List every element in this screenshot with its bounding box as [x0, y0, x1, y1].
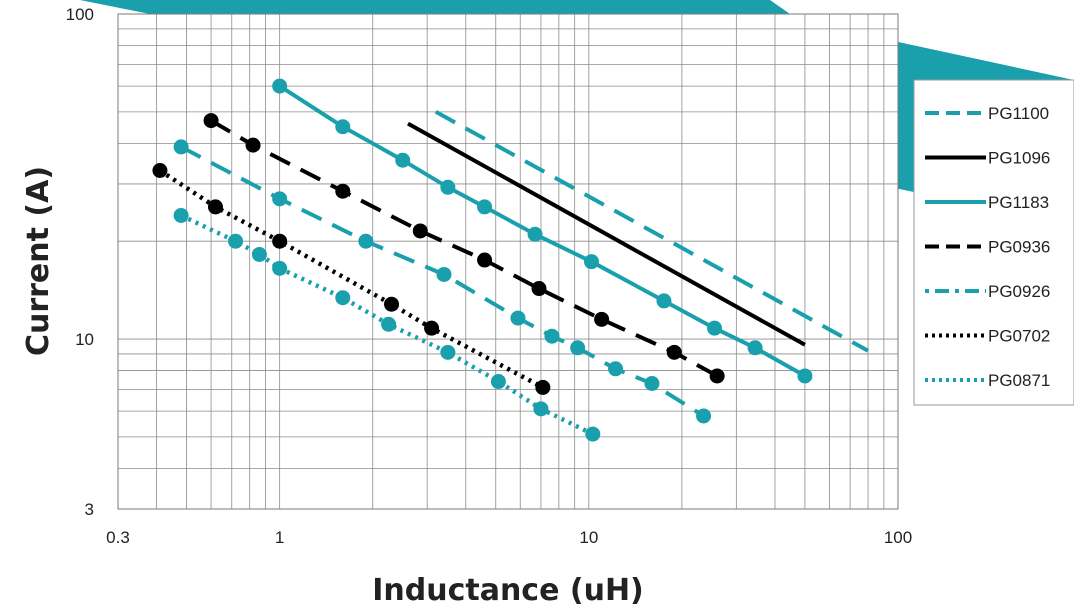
- data-point: [544, 329, 559, 344]
- y-tick-label: 3: [85, 500, 94, 519]
- legend-label: PG1100: [988, 104, 1049, 123]
- plot-background: [118, 14, 898, 509]
- data-point: [696, 408, 711, 423]
- decorative-banner-top: [80, 0, 790, 14]
- data-point: [395, 153, 410, 168]
- data-point: [656, 293, 671, 308]
- data-point: [570, 340, 585, 355]
- data-point: [208, 199, 223, 214]
- data-point: [228, 234, 243, 249]
- data-point: [477, 253, 492, 268]
- data-point: [335, 184, 350, 199]
- data-point: [413, 223, 428, 238]
- legend-label: PG0926: [988, 282, 1050, 301]
- data-point: [204, 113, 219, 128]
- data-point: [246, 138, 261, 153]
- data-point: [272, 191, 287, 206]
- legend: PG1100 PG1096 PG1183 PG0936 PG0926 PG0702 PG08…: [914, 80, 1074, 405]
- data-point: [384, 297, 399, 312]
- data-point: [528, 227, 543, 242]
- y-axis-title: Current (A): [21, 166, 56, 356]
- x-axis-title: Inductance (uH): [372, 573, 644, 608]
- y-tick-label: 100: [66, 5, 94, 24]
- data-point: [152, 163, 167, 178]
- data-point: [608, 361, 623, 376]
- data-point: [710, 368, 725, 383]
- x-tick-label: 100: [884, 528, 912, 547]
- data-point: [358, 234, 373, 249]
- data-point: [272, 261, 287, 276]
- data-point: [533, 401, 548, 416]
- data-point: [585, 427, 600, 442]
- x-tick-label: 0.3: [106, 528, 130, 547]
- x-tick-label: 1: [275, 528, 284, 547]
- data-point: [797, 368, 812, 383]
- legend-label: PG0871: [988, 371, 1050, 390]
- legend-label: PG1096: [988, 149, 1050, 168]
- y-tick-label: 10: [75, 330, 94, 349]
- legend-label: PG0702: [988, 327, 1050, 346]
- x-tick-label: 10: [579, 528, 598, 547]
- data-point: [335, 290, 350, 305]
- legend-label: PG0936: [988, 238, 1050, 257]
- data-point: [272, 79, 287, 94]
- data-point: [174, 208, 189, 223]
- data-point: [272, 234, 287, 249]
- data-point: [532, 281, 547, 296]
- data-point: [436, 267, 451, 282]
- data-point: [174, 139, 189, 154]
- data-point: [510, 311, 525, 326]
- data-point: [477, 199, 492, 214]
- data-point: [748, 340, 763, 355]
- legend-label: PG1183: [988, 193, 1049, 212]
- data-point: [440, 345, 455, 360]
- data-point: [594, 312, 609, 327]
- data-point: [491, 374, 506, 389]
- data-point: [424, 321, 439, 336]
- data-point: [381, 317, 396, 332]
- data-point: [667, 345, 682, 360]
- data-point: [252, 247, 267, 262]
- data-point: [707, 321, 722, 336]
- data-point: [644, 376, 659, 391]
- data-point: [535, 380, 550, 395]
- data-point: [584, 254, 599, 269]
- data-point: [335, 119, 350, 134]
- data-point: [440, 180, 455, 195]
